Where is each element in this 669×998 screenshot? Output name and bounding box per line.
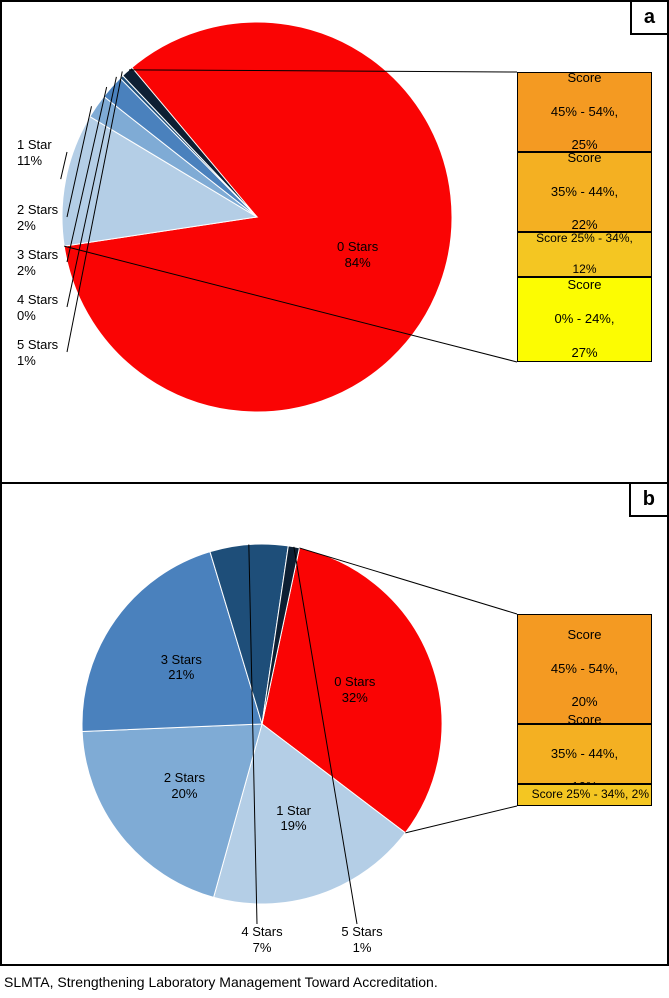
breakdown-line: Score xyxy=(518,150,651,167)
slice-label-1-star: 1 Star19% xyxy=(264,803,324,834)
slice-label-4-stars: 4 Stars7% xyxy=(232,924,292,955)
breakdown-line: 45% - 54%, xyxy=(518,661,651,678)
breakdown-line: Score xyxy=(518,712,651,729)
slice-label-line2: 2% xyxy=(17,263,36,278)
slice-label-line1: 3 Stars xyxy=(161,652,202,667)
slice-label-5-stars: 5 Stars1% xyxy=(332,924,392,955)
breakdown-line: 45% - 54%, xyxy=(518,104,651,121)
slice-label-line2: 84% xyxy=(345,255,371,270)
slice-label-0-stars: 0 Stars32% xyxy=(325,674,385,705)
slice-label-line2: 7% xyxy=(253,940,272,955)
slice-label-line2: 1% xyxy=(353,940,372,955)
slice-label-3-stars: 3 Stars21% xyxy=(151,652,211,683)
slice-label-2-stars: 2 Stars2% xyxy=(17,202,72,233)
slice-label-4-stars: 4 Stars0% xyxy=(17,292,72,323)
breakdown-line: Score 25% - 34%, xyxy=(518,231,651,247)
breakdown-box-1: Score35% - 44%,10% xyxy=(517,724,652,784)
breakdown-box-2: Score 25% - 34%, 12% xyxy=(517,232,652,277)
breakdown-a: Score45% - 54%,25%Score35% - 44%,22%Scor… xyxy=(517,72,652,362)
slice-label-line1: 4 Stars xyxy=(241,924,282,939)
slice-label-line1: 2 Stars xyxy=(164,770,205,785)
slice-label-line2: 19% xyxy=(281,818,307,833)
slice-label-line2: 32% xyxy=(342,690,368,705)
slice-label-line1: 5 Stars xyxy=(17,337,58,352)
breakdown-line: 20% xyxy=(518,694,651,711)
slice-label-line1: 1 Star xyxy=(17,137,52,152)
breakdown-box-2: Score 25% - 34%, 2% xyxy=(517,784,652,806)
breakdown-line: Score xyxy=(518,627,651,644)
slice-label-line1: 5 Stars xyxy=(341,924,382,939)
slice-label-line1: 1 Star xyxy=(276,803,311,818)
chart-area-a: 0 Stars84%1 Star11%2 Stars2%3 Stars2%4 S… xyxy=(2,2,667,482)
slice-label-2-stars: 2 Stars20% xyxy=(154,770,214,801)
slice-label-3-stars: 3 Stars2% xyxy=(17,247,72,278)
slice-label-line1: 4 Stars xyxy=(17,292,58,307)
slice-label-0-stars: 0 Stars84% xyxy=(328,239,388,270)
breakdown-b: Score45% - 54%,20%Score35% - 44%,10%Scor… xyxy=(517,614,652,806)
breakdown-box-3: Score 0% - 24%, 27% xyxy=(517,277,652,362)
chart-area-b: 0 Stars32%1 Star19%2 Stars20%3 Stars21%4… xyxy=(2,484,667,964)
panel-a: a 0 Stars84%1 Star11%2 Stars2%3 Stars2%4… xyxy=(0,0,669,484)
slice-label-line2: 20% xyxy=(171,786,197,801)
slice-label-line2: 1% xyxy=(17,353,36,368)
breakdown-line: 12% xyxy=(518,262,651,278)
breakdown-box-0: Score45% - 54%,25% xyxy=(517,72,652,152)
breakdown-line: Score xyxy=(518,70,651,87)
breakdown-connector-bottom xyxy=(405,806,517,833)
breakdown-line: 35% - 44%, xyxy=(518,746,651,763)
breakdown-line: 27% xyxy=(518,345,651,362)
breakdown-line: 35% - 44%, xyxy=(518,184,651,201)
figure-caption: SLMTA, Strengthening Laboratory Manageme… xyxy=(0,966,669,998)
panel-b: b 0 Stars32%1 Star19%2 Stars20%3 Stars21… xyxy=(0,484,669,966)
slice-label-line2: 11% xyxy=(17,153,42,168)
slice-label-5-stars: 5 Stars1% xyxy=(17,337,72,368)
slice-label-line1: 3 Stars xyxy=(17,247,58,262)
slice-label-line2: 0% xyxy=(17,308,36,323)
breakdown-box-1: Score35% - 44%,22% xyxy=(517,152,652,232)
slice-label-line2: 2% xyxy=(17,218,36,233)
slice-label-line1: 0 Stars xyxy=(334,674,375,689)
breakdown-line: Score xyxy=(518,277,651,294)
breakdown-box-0: Score 45% - 54%, 20% xyxy=(517,614,652,724)
slice-label-line1: 2 Stars xyxy=(17,202,58,217)
slice-label-line1: 0 Stars xyxy=(337,239,378,254)
breakdown-line: Score 25% - 34%, 2% xyxy=(532,787,649,803)
slice-label-1-star: 1 Star11% xyxy=(17,137,72,168)
breakdown-line: 0% - 24%, xyxy=(518,311,651,328)
slice-label-line2: 21% xyxy=(168,667,194,682)
